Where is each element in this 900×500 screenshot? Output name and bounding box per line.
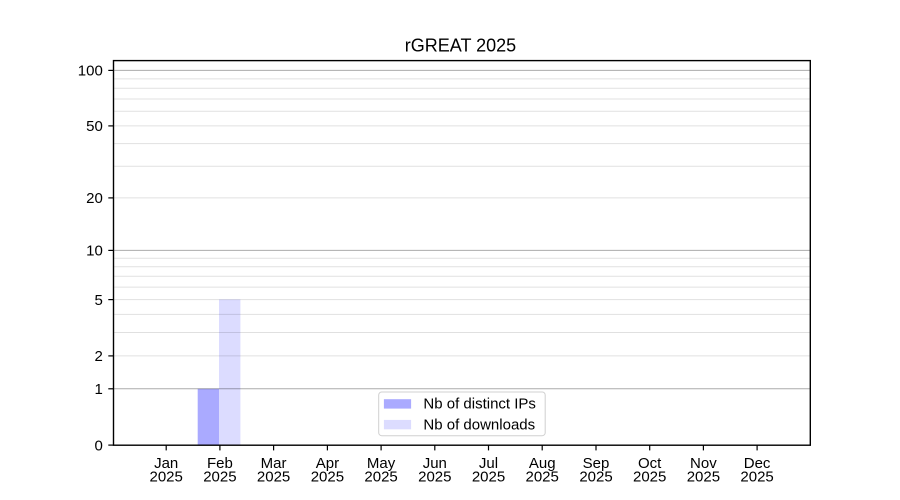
svg-text:Aug: Aug — [529, 455, 556, 472]
svg-text:20: 20 — [86, 190, 103, 207]
svg-text:Jun: Jun — [423, 455, 447, 472]
svg-text:5: 5 — [94, 292, 102, 309]
svg-text:May: May — [367, 455, 396, 472]
svg-text:Oct: Oct — [638, 455, 662, 472]
svg-text:Nb of distinct IPs: Nb of distinct IPs — [423, 396, 536, 413]
svg-text:2025: 2025 — [526, 468, 559, 485]
svg-text:50: 50 — [86, 118, 103, 135]
svg-text:Mar: Mar — [261, 455, 287, 472]
svg-text:0: 0 — [94, 437, 102, 454]
svg-text:Apr: Apr — [316, 455, 339, 472]
svg-text:Jul: Jul — [479, 455, 498, 472]
svg-text:10: 10 — [86, 243, 103, 260]
svg-text:2025: 2025 — [150, 468, 183, 485]
svg-text:2025: 2025 — [687, 468, 720, 485]
svg-text:2025: 2025 — [257, 468, 290, 485]
svg-text:2025: 2025 — [311, 468, 344, 485]
svg-text:Sep: Sep — [583, 455, 610, 472]
svg-text:2025: 2025 — [418, 468, 451, 485]
svg-text:2025: 2025 — [740, 468, 773, 485]
svg-text:2025: 2025 — [633, 468, 666, 485]
svg-text:Nb of downloads: Nb of downloads — [423, 416, 535, 433]
svg-text:rGREAT 2025: rGREAT 2025 — [405, 36, 516, 56]
svg-text:100: 100 — [78, 63, 103, 80]
svg-text:2025: 2025 — [579, 468, 612, 485]
svg-text:Nov: Nov — [690, 455, 717, 472]
svg-text:1: 1 — [94, 381, 102, 398]
svg-text:Jan: Jan — [154, 455, 178, 472]
svg-text:Dec: Dec — [744, 455, 771, 472]
svg-text:Feb: Feb — [207, 455, 233, 472]
svg-text:2025: 2025 — [364, 468, 397, 485]
svg-text:2025: 2025 — [203, 468, 236, 485]
svg-text:2: 2 — [94, 348, 102, 365]
svg-text:2025: 2025 — [472, 468, 505, 485]
